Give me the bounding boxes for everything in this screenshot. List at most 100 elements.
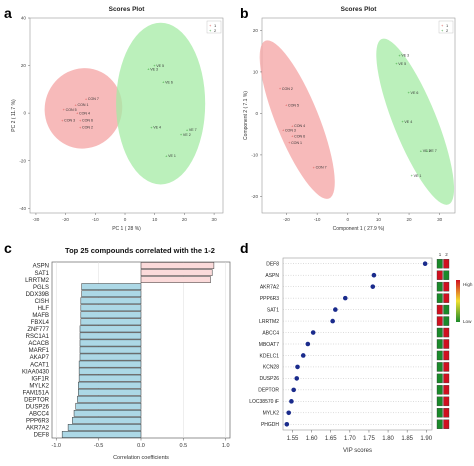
x-tick-label: -30 [33,217,40,222]
vip-point [310,330,316,335]
x-axis-label: Component 1 ( 27.9 %) [333,226,385,232]
correlation-bar [80,311,142,319]
x-tick-label: 1.80 [382,436,394,442]
correlation-bar [78,360,142,368]
compound-label: PHGDH [261,422,279,428]
compound-label: FAM151A [23,390,49,396]
correlation-bar [77,395,142,403]
heat-cell [436,419,443,429]
compound-label: ACAT1 [30,362,50,368]
legend-marker: + [209,23,212,28]
correlation-bar [80,318,142,326]
point-marker: + [150,125,153,130]
x-tick-label: 30 [212,217,218,222]
point-marker: + [288,140,291,145]
point-marker: + [153,63,156,68]
compound-label: HLF [38,306,50,312]
correlation-bar [80,297,142,305]
compound-label: LRRTM2 [25,278,50,284]
heat-cell [436,350,443,361]
vip-point [294,376,300,381]
colorbar-high-label: High [463,282,473,287]
correlation-bar [61,431,142,438]
correlation-bar [75,402,142,410]
correlation-bar [140,269,213,276]
correlation-bar [72,417,142,424]
point-label: CON 3 [285,128,296,132]
point-label: CON 5 [66,108,77,112]
compound-label: IGF1R [31,376,49,382]
point-marker: + [401,119,404,124]
vip-point [291,387,296,393]
correlation-bar [80,304,142,312]
x-tick-label: 1.70 [344,436,356,442]
y-tick-label: -10 [251,153,258,158]
x-tick-label: 20 [182,217,188,222]
point-label: CON 6 [82,119,93,123]
correlation-bar [81,283,142,291]
point-marker: + [282,128,285,133]
x-tick-label: 20 [406,217,412,222]
heat-cell [436,270,443,280]
heat-column-label: 2 [445,252,448,257]
point-marker: + [180,132,183,137]
y-tick-label: -20 [19,158,26,163]
heat-cell [443,293,450,303]
y-tick-label: 10 [253,70,259,75]
x-tick-label: 0.5 [180,443,188,449]
compound-label: KCN28 [263,365,279,371]
compound-label: DEF8 [266,262,279,268]
heat-cell [443,304,450,315]
x-tick-label: -10 [314,217,321,222]
point-marker: + [79,118,82,123]
y-tick-label: 0 [23,111,26,116]
heat-cell [436,339,443,349]
vip-point [289,399,294,404]
heat-column-label: 1 [439,252,442,257]
compound-label: ACACB [28,341,49,347]
x-tick-label: 10 [376,217,382,222]
heat-cell [436,385,443,395]
point-marker: + [408,90,411,95]
heat-cell [443,350,450,361]
heat-cell [436,362,443,372]
compound-label: FBXL4 [31,320,50,326]
heat-cell [436,408,443,418]
compound-label: AKAP7 [30,355,50,361]
point-label: VE 3 [150,67,158,71]
confidence-ellipse-group-1 [44,68,123,149]
point-label: VE 1 [414,174,422,178]
point-label: VE 6 [165,81,173,85]
point-label: CON 7 [88,97,99,101]
panel-a-scores-plot: Scores Plot -30 -20 -10 0 10 20 30 -40 -20 0 20 40 PC… [11,6,224,232]
legend-marker: + [209,28,212,33]
heat-cell [436,293,443,303]
colorbar-low-label: Low [463,319,472,324]
point-label: CON 4 [294,124,305,128]
confidence-ellipse-group-1 [259,40,335,199]
legend-marker: + [441,28,444,33]
point-label: VE 7 [429,149,437,153]
panel-letter-b: b [240,5,249,21]
x-tick-label: -0.5 [94,443,103,449]
compound-label: PPP6R3 [26,419,50,425]
compound-label: MARF1 [29,348,50,354]
panel-b-scores-plot: Scores Plot -20 -10 0 10 20 30 -20 -10 0 10 20 Compo… [243,6,456,232]
vip-point [286,410,292,416]
vip-point [284,421,290,427]
point-marker: + [420,148,423,153]
x-axis-label: PC 1 ( 28 %) [112,226,141,232]
point-marker: + [279,86,282,91]
x-tick-label: -10 [92,217,99,222]
point-marker: + [395,61,398,66]
x-tick-label: 0 [346,217,349,222]
point-marker: + [61,118,64,123]
x-tick-label: -1.0 [51,443,60,449]
y-axis-label: Component 2 ( 7.1 %) [243,91,249,140]
heat-cell [443,281,450,292]
y-tick-label: -40 [19,206,26,211]
vip-point [370,284,376,289]
correlation-bar [81,290,142,298]
compound-label: ABCC4 [262,330,279,336]
correlation-bar [79,339,142,347]
